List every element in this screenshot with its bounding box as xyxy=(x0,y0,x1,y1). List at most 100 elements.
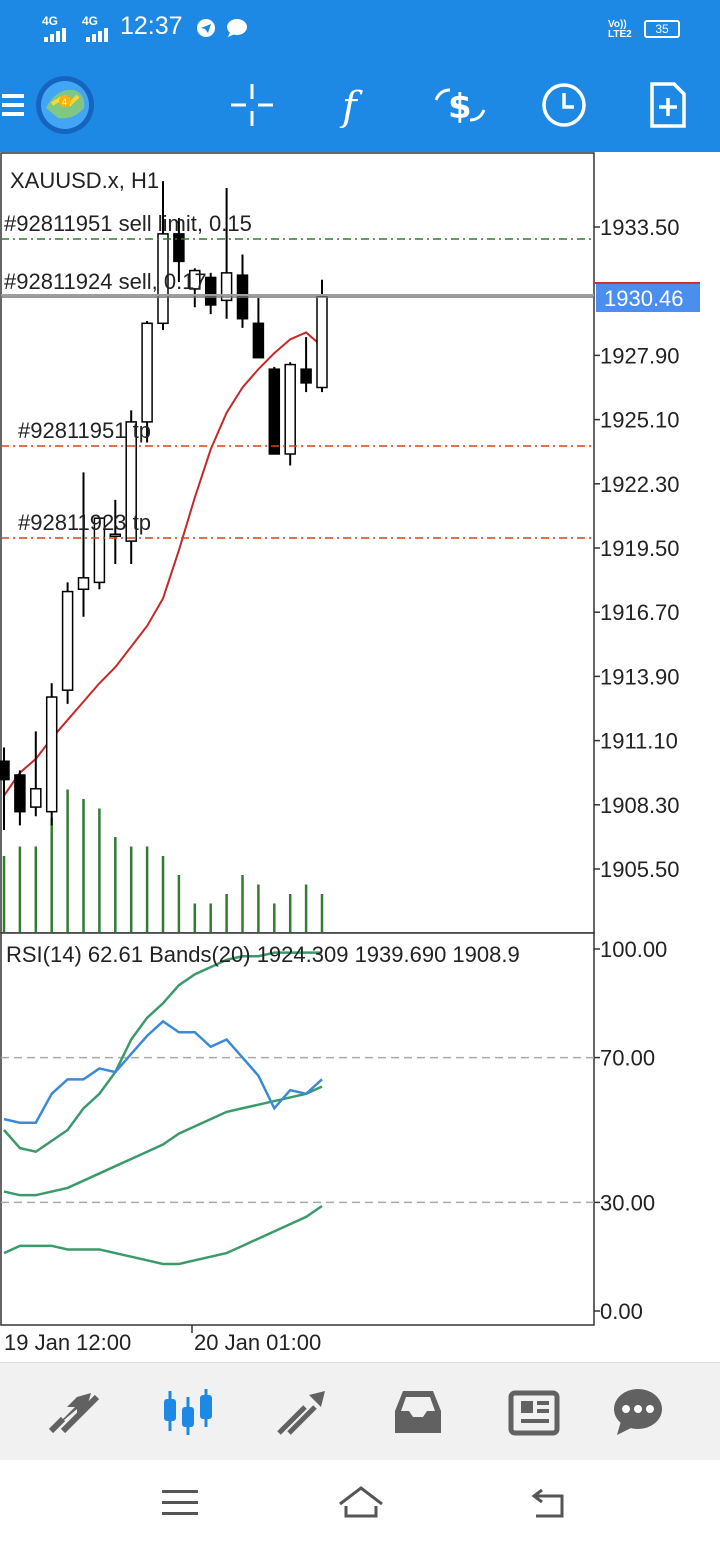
rsi-header: RSI(14) 62.61 Bands(20) 1924.309 1939.69… xyxy=(6,942,520,967)
mt4-logo: 4 xyxy=(36,76,94,134)
back-icon[interactable] xyxy=(528,1486,568,1520)
price-axis-label: 1933.50 xyxy=(600,215,680,240)
home-icon[interactable] xyxy=(336,1484,386,1520)
crosshair-button[interactable] xyxy=(222,58,282,152)
rsi-axis-label: 70.00 xyxy=(600,1046,655,1071)
bearish-candle xyxy=(204,276,217,306)
inbox-icon xyxy=(395,1391,441,1433)
svg-text:f: f xyxy=(339,84,363,128)
svg-text:$: $ xyxy=(448,87,472,127)
indicators-button[interactable]: f xyxy=(326,58,386,152)
bullish-candle xyxy=(189,269,201,290)
new-order-button[interactable] xyxy=(638,58,698,152)
bottom-navigation xyxy=(0,1362,720,1460)
price-axis-label: 1927.90 xyxy=(600,343,680,368)
app-logo-button[interactable]: 4 xyxy=(32,58,98,152)
network-indicator-1: 4G xyxy=(42,14,59,28)
price-axis-label: 1911.10 xyxy=(600,729,678,754)
time-label-2: 20 Jan 01:00 xyxy=(194,1330,321,1355)
new-order-icon xyxy=(650,82,686,128)
bullish-candle xyxy=(316,295,328,389)
price-axis: 1933.50 1927.90 1925.10 1922.30 1919.50 1916.… xyxy=(594,215,680,882)
system-navigation-bar xyxy=(0,1460,720,1544)
timeframe-button[interactable] xyxy=(532,58,596,152)
bullish-candle xyxy=(125,421,137,542)
order-line-label: #92811951 sell limit, 0.15 xyxy=(4,211,252,236)
trade-icon: $ xyxy=(434,87,486,127)
bearish-candle xyxy=(268,368,281,455)
bearish-candle xyxy=(14,774,26,813)
volte-indicator: Vo)) LTE2 xyxy=(608,19,632,40)
signal-icon-2 xyxy=(86,28,108,42)
bullish-candle xyxy=(284,363,296,455)
bearish-candle xyxy=(300,368,312,384)
volume-bars xyxy=(2,789,324,932)
candles xyxy=(0,181,328,831)
timeframe-icon xyxy=(542,83,586,127)
nav-chat[interactable] xyxy=(598,1363,678,1461)
current-price-label: 1930.46 xyxy=(604,286,684,311)
price-axis-label: 1919.50 xyxy=(600,536,680,561)
chart-candles-icon xyxy=(164,1389,212,1435)
price-axis-label: 1916.70 xyxy=(600,600,680,625)
order-line-label: #92811924 sell, 0.17 xyxy=(4,269,207,294)
bullish-candle xyxy=(45,696,58,813)
symbol-label: XAUUSD.x, H1 xyxy=(10,168,159,193)
signal-icon xyxy=(44,28,66,42)
bearish-candle xyxy=(173,233,185,263)
order-line-label: #92811951 tp xyxy=(18,418,151,443)
rsi-axis: 100.00 70.00 30.00 0.00 xyxy=(1,937,667,1324)
rsi-band-upper xyxy=(3,951,322,1154)
bearish-candle xyxy=(252,322,265,359)
current-price-tag xyxy=(596,284,700,312)
clock: 12:37 xyxy=(120,12,183,40)
battery-level: 35 xyxy=(655,22,669,36)
bullish-candle xyxy=(77,577,90,591)
nav-trade[interactable] xyxy=(262,1363,342,1461)
bullish-candle xyxy=(109,533,122,537)
rsi-band-middle xyxy=(3,1085,323,1197)
bullish-candle xyxy=(93,517,106,584)
rsi-line xyxy=(3,1019,323,1125)
bullish-candle xyxy=(30,788,42,808)
nav-news[interactable] xyxy=(494,1363,574,1461)
trade-button[interactable]: $ xyxy=(430,58,490,152)
news-icon xyxy=(508,1390,560,1436)
quotes-icon xyxy=(48,1393,100,1434)
price-axis-label: 1905.50 xyxy=(600,857,680,882)
time-label-1: 19 Jan 12:00 xyxy=(4,1330,131,1355)
bullish-candle xyxy=(141,322,153,423)
bullish-candle xyxy=(220,272,233,302)
crosshair-icon xyxy=(231,84,273,126)
order-line-label: #92811923 tp xyxy=(18,510,151,535)
nav-history[interactable] xyxy=(378,1363,458,1461)
trade-trend-icon xyxy=(277,1391,325,1435)
rsi-chart-frame xyxy=(0,932,595,1326)
network-indicator-2: 4G xyxy=(82,14,99,28)
top-toolbar: 4 f $ xyxy=(0,58,720,152)
rsi-lines xyxy=(3,951,323,1266)
menu-icon xyxy=(2,94,24,116)
chat-notification-icon xyxy=(227,19,247,37)
bullish-candle xyxy=(61,590,74,691)
chart-area[interactable]: 1933.50 1927.90 1925.10 1922.30 1919.50 1916.… xyxy=(0,152,720,1362)
menu-button[interactable] xyxy=(0,58,26,152)
bearish-candle xyxy=(0,760,10,781)
price-axis-label: 1922.30 xyxy=(600,472,680,497)
battery-indicator: 35 xyxy=(644,20,680,38)
rsi-band-lower xyxy=(3,1204,323,1266)
nav-quotes[interactable] xyxy=(34,1363,114,1461)
telegram-icon xyxy=(197,19,215,37)
price-axis-label: 1925.10 xyxy=(600,408,680,433)
price-chart[interactable]: 1933.50 1927.90 1925.10 1922.30 1919.50 1916.… xyxy=(0,152,720,1362)
status-bar: 4G 4G 12:37 Vo)) LTE2 35 xyxy=(0,0,720,58)
svg-text:4: 4 xyxy=(62,97,67,107)
nav-chart[interactable] xyxy=(148,1363,228,1461)
bullish-candle xyxy=(157,233,169,325)
rsi-axis-label: 0.00 xyxy=(600,1299,643,1324)
order-lines: #92811951 sell limit, 0.15 #92811924 sell… xyxy=(1,211,594,539)
recent-apps-icon[interactable] xyxy=(162,1488,198,1518)
chat-icon xyxy=(614,1389,662,1435)
price-axis-label: 1913.90 xyxy=(600,664,680,689)
indicators-icon: f xyxy=(339,84,363,128)
